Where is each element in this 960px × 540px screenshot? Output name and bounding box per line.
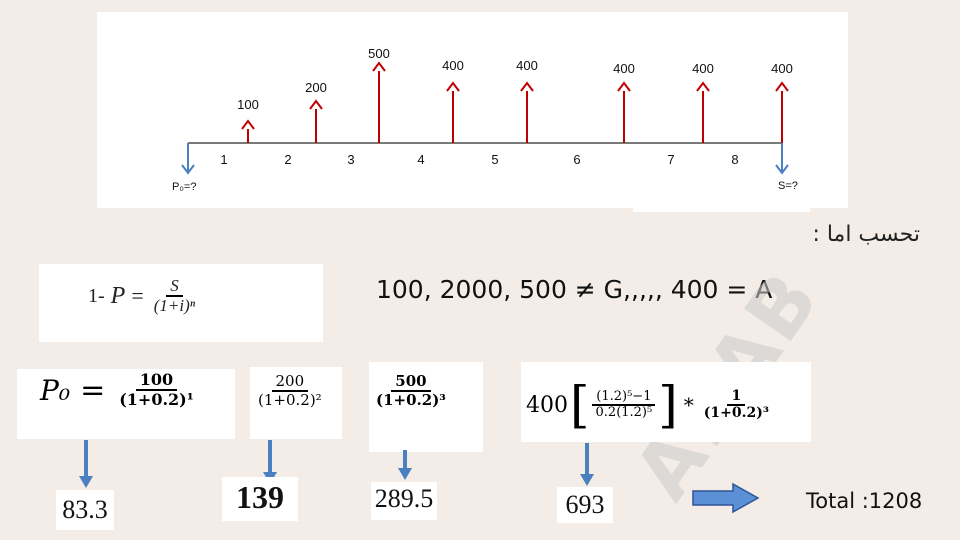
result-1: 83.3 xyxy=(56,490,114,530)
annuity-coef: 400 xyxy=(526,392,568,418)
cash-flow-diagram: 100 200 500 400 400 400 400 400 1 2 3 4 5 6 7 8 P₀=? S=? xyxy=(172,46,798,193)
series-text: 100, 2000, 500 ≠ G,,,,, 400 = A xyxy=(376,275,773,304)
annuity-box xyxy=(521,362,811,442)
term-1-denominator: (1+0.2)¹ xyxy=(119,389,194,409)
term-1-box xyxy=(17,369,235,439)
result-3: 289.5 xyxy=(371,482,437,520)
formula-lhs: P xyxy=(110,282,126,309)
term-2-denominator: (1+0.2)² xyxy=(258,390,322,409)
period-label-4: 4 xyxy=(417,152,424,167)
formula-numerator: S xyxy=(166,277,183,297)
payment-arrow-7 xyxy=(696,81,710,143)
term-4-fraction: 1 (1+0.2)³ xyxy=(700,389,773,421)
payment-label-5: 400 xyxy=(516,58,538,73)
annuity-formula: 400 [ (1.2)⁵−1 0.2(1.2)⁵ ] * 1 (1+0.2)³ xyxy=(526,380,773,430)
payment-label-4: 400 xyxy=(442,58,464,73)
p0-label: P₀=? xyxy=(172,181,196,193)
total-label: Total :1208 xyxy=(806,489,923,513)
payment-label-7: 400 xyxy=(692,61,714,76)
term-1-numerator: 100 xyxy=(135,371,178,391)
formula-eq: = xyxy=(131,283,144,309)
period-label-7: 7 xyxy=(667,152,674,167)
formula-denominator: (1+i)ⁿ xyxy=(153,295,196,315)
payment-arrow-1 xyxy=(241,119,255,143)
term-3-numerator: 500 xyxy=(391,373,431,392)
term-2-box xyxy=(250,367,342,439)
p0-lhs: P₀ xyxy=(40,373,71,407)
period-label-6: 6 xyxy=(573,152,580,167)
period-label-8: 8 xyxy=(731,152,738,167)
payment-label-3: 500 xyxy=(368,46,390,61)
term-1-formula: P₀ = 100 (1+0.2)¹ xyxy=(40,371,198,409)
formula-1: 1- P = S (1+i)ⁿ xyxy=(88,277,199,316)
s-arrow xyxy=(775,143,789,175)
payment-label-2: 200 xyxy=(305,80,327,95)
left-bracket: [ xyxy=(570,376,590,434)
annuity-inner-fraction: (1.2)⁵−1 0.2(1.2)⁵ xyxy=(592,390,657,420)
term-4-denominator: (1+0.2)³ xyxy=(703,404,769,421)
times-sign: * xyxy=(683,393,694,417)
payment-arrow-6 xyxy=(617,81,631,143)
payment-arrow-2 xyxy=(309,99,323,143)
payment-arrow-5 xyxy=(520,81,534,143)
payment-arrow-8 xyxy=(775,81,789,143)
cash-flow-diagram-panel xyxy=(97,12,848,208)
right-bracket: ] xyxy=(658,376,678,434)
payment-label-6: 400 xyxy=(613,61,635,76)
result-2: 139 xyxy=(222,477,298,521)
payment-arrow-3 xyxy=(372,61,386,143)
cash-flow-diagram-panel-tab xyxy=(633,195,810,212)
period-label-1: 1 xyxy=(220,152,227,167)
result-4: 693 xyxy=(557,487,613,523)
period-label-2: 2 xyxy=(284,152,291,167)
term-1-fraction: 100 (1+0.2)¹ xyxy=(115,371,198,409)
annuity-inner-denominator: 0.2(1.2)⁵ xyxy=(595,404,653,420)
period-label-5: 5 xyxy=(491,152,498,167)
s-label: S=? xyxy=(778,180,798,192)
p0-eq: = xyxy=(80,372,106,408)
term-4-numerator: 1 xyxy=(727,389,746,406)
term-3-box xyxy=(369,362,483,452)
formula-1-box xyxy=(39,264,323,342)
down-arrow-3 xyxy=(398,450,412,480)
payment-label-1: 100 xyxy=(237,97,259,112)
term-3-fraction: 500 (1+0.2)³ xyxy=(372,373,450,409)
down-arrow-4 xyxy=(580,443,594,486)
formula-fraction: S (1+i)ⁿ xyxy=(150,277,199,316)
formula-number: 1- xyxy=(88,284,105,307)
payment-label-8: 400 xyxy=(771,61,793,76)
term-3-denominator: (1+0.2)³ xyxy=(376,390,446,409)
p0-arrow xyxy=(181,143,195,175)
annuity-inner-numerator: (1.2)⁵−1 xyxy=(592,390,656,406)
term-2-fraction: 200 (1+0.2)² xyxy=(254,373,326,409)
down-arrow-1 xyxy=(79,440,93,488)
term-2-formula: 200 (1+0.2)² xyxy=(254,373,326,409)
term-2-numerator: 200 xyxy=(271,373,309,392)
period-label-3: 3 xyxy=(347,152,354,167)
term-3-formula: 500 (1+0.2)³ xyxy=(372,373,450,409)
payment-arrow-4 xyxy=(446,81,460,143)
arabic-heading: تحسب اما : xyxy=(812,222,920,247)
